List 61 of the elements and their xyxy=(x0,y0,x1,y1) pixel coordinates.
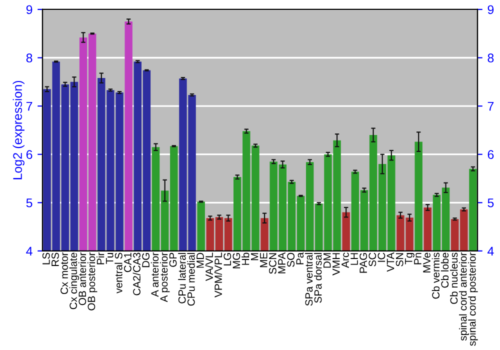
x-tick-label: SPa ventral xyxy=(304,253,313,306)
x-tick-label: IC xyxy=(378,252,386,262)
x-tick-label: Cx motor xyxy=(60,252,68,294)
x-tick-label: RS xyxy=(52,252,59,266)
x-tick-label: OB anterior xyxy=(78,252,86,306)
x-tick-label: A posterior xyxy=(160,252,170,302)
x-tick-label: MD xyxy=(196,252,204,268)
x-tick-label: Arc xyxy=(342,252,349,268)
x-tick-label: ME xyxy=(260,252,268,268)
x-tick-label: DM xyxy=(323,253,331,268)
x-tick-label: Cx cingulate xyxy=(69,252,80,310)
x-tick-label: SCN xyxy=(269,253,276,274)
x-tick-label: Pir xyxy=(96,252,104,264)
x-tick-label: CA2/CA3 xyxy=(132,252,140,296)
x-tick-label: VTA xyxy=(386,252,394,272)
y-tick-label: 4 xyxy=(26,246,32,256)
x-tick-label: Cb nucleus xyxy=(450,252,458,304)
x-tick-label: MPA xyxy=(278,252,286,274)
x-tick-label: DG xyxy=(142,253,150,268)
y-tick-label: 5 xyxy=(26,198,32,208)
y2-tick-label: 6 xyxy=(488,150,494,159)
x-tick-label: Hb xyxy=(242,252,250,265)
y2-tick-label: 9 xyxy=(488,5,494,14)
x-tick-label: VPM/VPL xyxy=(214,252,222,298)
x-tick-label: Cb lobe xyxy=(440,252,449,288)
y-tick-label: 6 xyxy=(26,150,32,159)
x-tick-label: spinal cord anterior xyxy=(459,252,469,341)
x-tick-label: PAG xyxy=(360,253,368,273)
x-tick-label: A anterior xyxy=(150,252,159,297)
x-tick-label: VA/VL xyxy=(205,252,213,282)
x-tick-label: Tu xyxy=(106,253,114,264)
x-tick-label: GP xyxy=(169,252,177,267)
y-tick-label: 7 xyxy=(26,102,32,111)
x-tick-label: CA1 xyxy=(124,252,132,272)
y2-tick-label: 8 xyxy=(488,54,494,62)
y-tick-label: 8 xyxy=(26,54,32,62)
y2-tick-label: 7 xyxy=(488,102,494,111)
x-tick-label: SC xyxy=(368,252,376,266)
y2-tick-label: 5 xyxy=(488,198,494,208)
x-tick-label: LS xyxy=(42,252,50,264)
x-tick-label: OB posterior xyxy=(87,252,98,310)
x-tick-label: MG xyxy=(232,253,240,268)
x-tick-label: Tg xyxy=(405,253,414,264)
x-tick-label: M xyxy=(250,253,258,260)
x-tick-label: ventral S xyxy=(114,252,122,294)
x-tick-label: LH xyxy=(350,253,358,265)
x-tick-label: MVe xyxy=(423,252,430,272)
y-tick-label: 9 xyxy=(26,5,32,14)
y2-tick-label: 4 xyxy=(488,246,494,256)
x-tick-label: CPu medial xyxy=(187,253,195,306)
x-tick-label: VMH xyxy=(332,253,340,276)
x-tick-label: spinal cord posterior xyxy=(468,252,478,346)
y-axis-title: Log2 (expression) xyxy=(12,80,24,180)
x-tick-label: Pn xyxy=(414,253,422,264)
x-tick-label: LG xyxy=(224,253,232,266)
x-tick-label: Pa xyxy=(296,252,304,264)
x-tick-label: SO xyxy=(287,252,295,267)
x-tick-label: CPu lateral xyxy=(178,253,186,304)
x-tick-label: SPa dorsal xyxy=(314,253,322,303)
x-tick-label: SN xyxy=(396,253,404,266)
x-tick-label: Cb vermis xyxy=(432,252,440,299)
